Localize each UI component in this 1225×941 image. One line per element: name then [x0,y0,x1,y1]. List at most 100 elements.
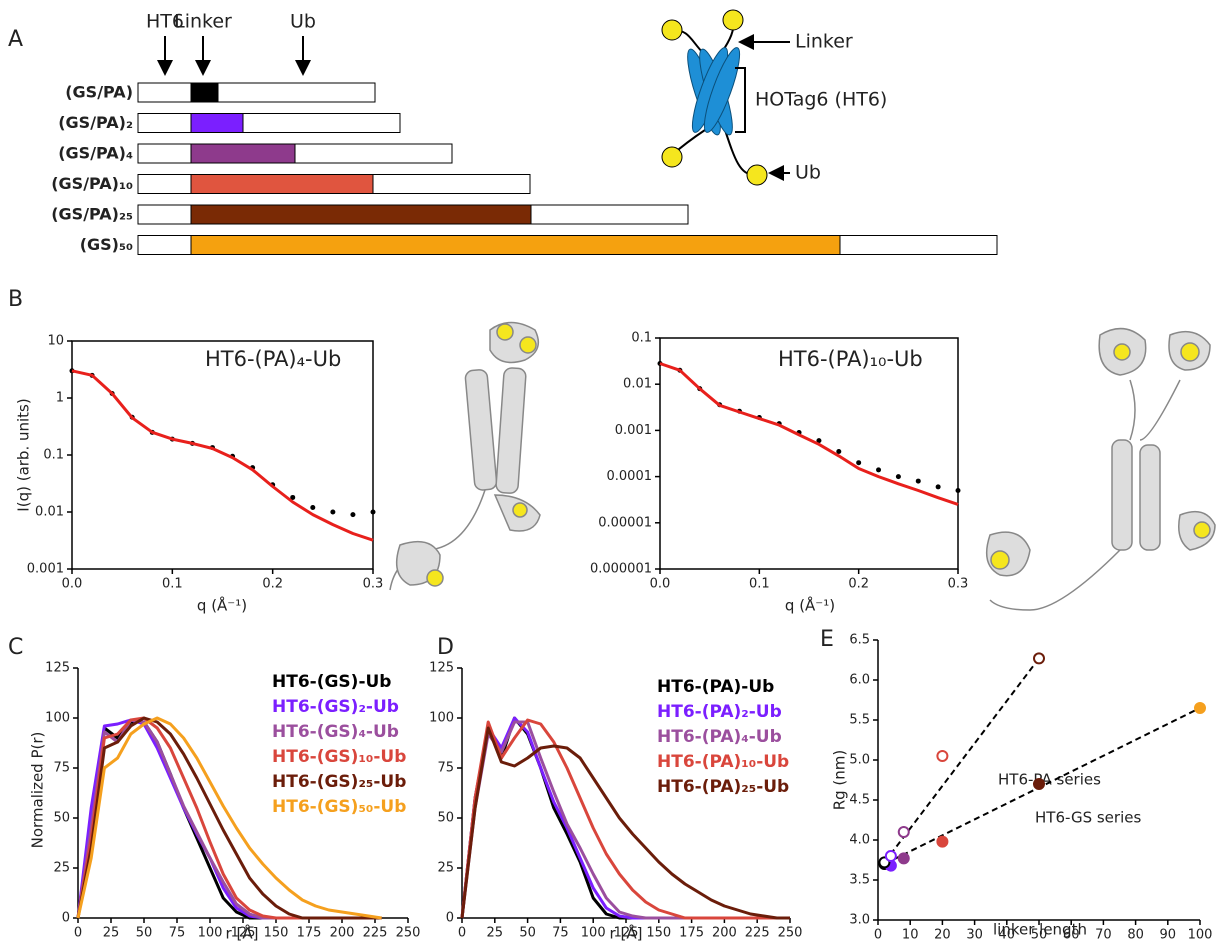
panel-label: B [8,287,23,312]
line [460,718,790,920]
data-point [1033,778,1045,790]
x-tick-label: 0.3 [363,577,384,592]
y-tick-label: 125 [45,661,70,676]
y-tick-label: 100 [429,711,454,726]
construct-name: (GS/PA) [65,83,133,102]
trendline [883,707,1201,865]
y-tick-label: 25 [53,861,70,876]
data-point [935,484,941,490]
data-point [370,509,376,515]
x-tick-label: 75 [169,926,186,941]
schematic-label: HOTag6 (HT6) [755,89,887,111]
legend-entry: HT6-(PA)₄-Ub [657,727,782,747]
y-tick-label: 75 [53,761,70,776]
x-tick-label: 0.3 [948,577,969,592]
data-point [350,512,356,518]
y-tick-label: 75 [437,761,454,776]
y-tick-label: 0.1 [631,331,652,346]
legend-entry: HT6-(GS)₁₀-Ub [272,747,406,767]
legend-entry: HT6-(GS)₅₀-Ub [272,797,406,817]
data-point [1194,702,1206,714]
x-tick-label: 50 [1031,928,1048,941]
y-axis-label: I(q) (arb. units) [15,398,33,511]
data-point [330,509,336,515]
y-tick-label: 0.001 [615,423,652,438]
line [76,716,382,920]
y-tick-label: 0.1 [43,448,64,463]
schematic-label: Ub [795,162,821,184]
data-point [290,494,296,500]
x-tick-label: 70 [1095,928,1112,941]
construct-name: (GS/PA)₁₀ [51,174,133,193]
y-tick-label: 25 [437,861,454,876]
construct-name: (GS/PA)₄ [58,144,133,163]
x-tick-label: 0.0 [62,577,83,592]
x-tick-label: 25 [103,926,120,941]
legend-entry: HT6-(GS)₂-Ub [272,697,399,717]
construct-name: (GS)₅₀ [80,235,133,254]
data-point [1033,652,1045,665]
pointer-label: Linker [174,11,232,33]
x-tick-label: 200 [330,926,355,941]
pointer-label: HT6 [146,11,184,33]
y-tick-label: 4.0 [849,833,870,848]
x-axis-label: linker length [993,921,1087,939]
x-tick-label: 175 [297,926,322,941]
line [460,716,790,920]
x-tick-label: 90 [1160,928,1177,941]
x-tick-label: 0.2 [848,577,869,592]
linker-block [190,113,244,133]
x-tick-label: 0 [874,928,882,941]
y-tick-label: 5.0 [849,753,870,768]
y-tick-label: 0.00001 [598,515,652,530]
line [71,369,374,542]
legend-entry: HT6-(PA)₁₀-Ub [657,752,789,772]
x-tick-label: 100 [198,926,223,941]
data-point [955,488,961,494]
x-tick-label: 0 [458,926,466,941]
data-point [876,467,882,473]
x-axis-label: q (Å⁻¹) [197,596,247,615]
x-tick-label: 50 [136,926,153,941]
linker-block [190,204,532,225]
data-point [856,460,862,466]
y-tick-label: 0.01 [35,505,64,520]
x-tick-label: 175 [679,926,704,941]
y-axis-label: Rg (nm) [831,750,849,811]
y-tick-label: 3.5 [849,873,870,888]
data-point [936,835,949,848]
x-tick-label: 20 [934,928,951,941]
y-tick-label: 0.01 [623,377,652,392]
x-tick-label: 0 [74,926,82,941]
x-tick-label: 250 [396,926,421,941]
y-tick-label: 3.0 [849,913,870,928]
y-tick-label: 50 [53,811,70,826]
y-tick-label: 1 [56,391,64,406]
plot-frame [659,337,959,570]
data-point [897,852,910,865]
data-point [915,478,921,484]
annotation: HT6-(PA)₁₀-Ub [778,347,923,371]
x-axis-label: r [Å] [226,924,259,941]
line [659,362,959,506]
line [460,726,790,920]
y-tick-label: 100 [45,711,70,726]
annotation: HT6-(PA)₄-Ub [205,347,341,371]
schematic: Linker HOTag6 (HT6) Ub [661,9,887,186]
x-tick-label: 30 [966,928,983,941]
x-tick-label: 100 [1188,928,1213,941]
trendline [883,657,1040,864]
x-tick-label: 80 [1127,928,1144,941]
y-tick-label: 6.5 [849,633,870,648]
legend-entry: HT6-(PA)-Ub [657,677,774,697]
annotation: HT6-PA series [998,771,1101,789]
y-tick-label: 6.0 [849,673,870,688]
legend-entry: HT6-(PA)₂-Ub [657,702,782,722]
y-tick-label: 10 [47,334,64,349]
data-point [936,750,949,762]
x-tick-label: 150 [264,926,289,941]
x-tick-label: 100 [581,926,606,941]
legend-entry: HT6-(PA)₂₅-Ub [657,777,789,797]
plot-frame [71,340,374,570]
